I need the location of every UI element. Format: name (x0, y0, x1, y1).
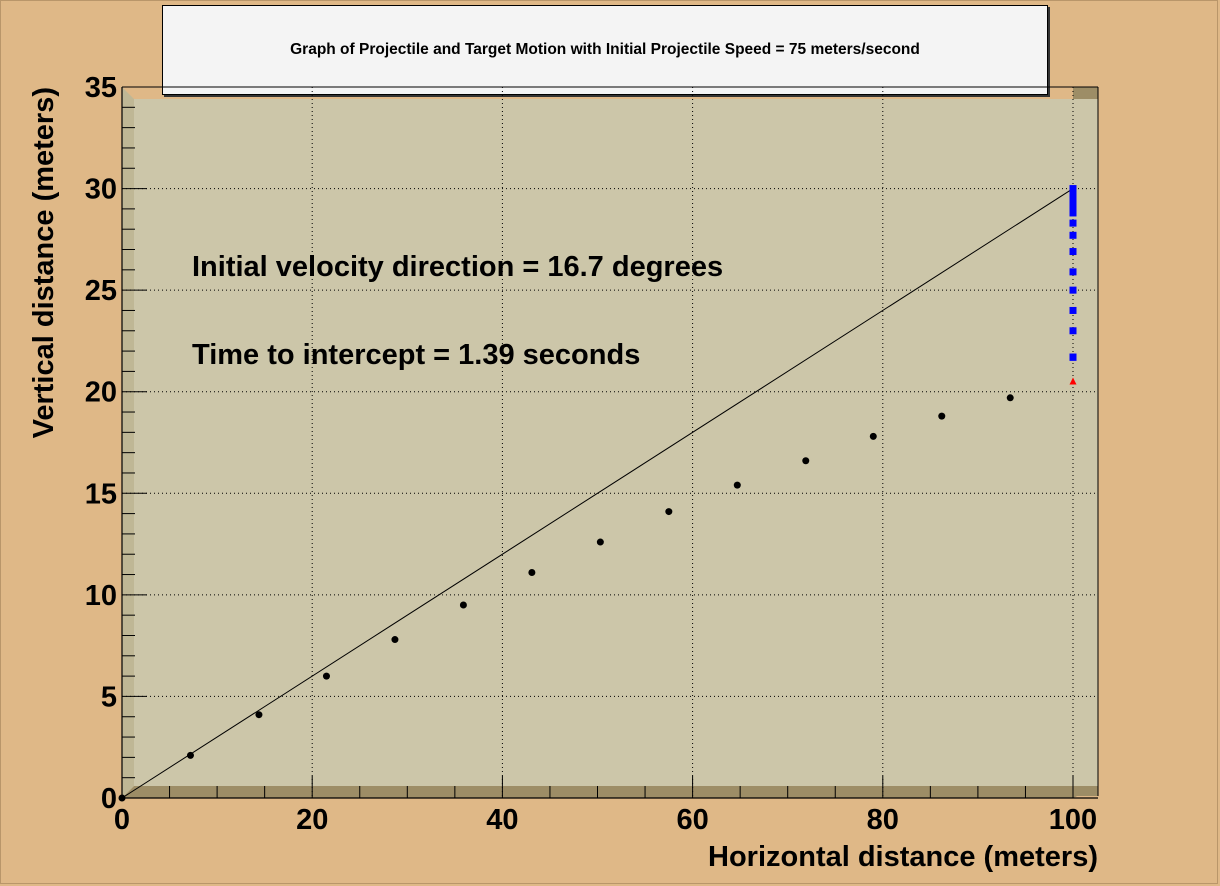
projectile-point (186, 751, 194, 759)
y-tick-label: 10 (85, 580, 117, 612)
x-tick-labels: 0 20 40 60 80 100 (114, 804, 1097, 836)
title-box: Graph of Projectile and Target Motion wi… (162, 5, 1048, 95)
target-point (1069, 306, 1077, 314)
projectile-point (733, 481, 741, 489)
y-tick-label: 25 (85, 275, 117, 307)
tick-marks (121, 86, 1074, 799)
projectile-point (596, 538, 604, 546)
x-tick-label: 0 (114, 804, 130, 836)
y-tick-label: 0 (101, 783, 117, 815)
projectile-point (1006, 394, 1014, 402)
grid (122, 86, 1098, 798)
target-point (1069, 203, 1077, 211)
target-point (1069, 248, 1077, 256)
projectile-point (802, 457, 810, 465)
target-point (1069, 353, 1077, 361)
target-point (1069, 193, 1077, 201)
x-tick-label: 80 (867, 804, 899, 836)
target-point (1069, 219, 1077, 227)
plot-background (134, 99, 1098, 786)
x-tick-label: 20 (296, 804, 328, 836)
y-tick-label: 5 (101, 681, 117, 713)
projectile-point (255, 711, 263, 719)
y-tick-label: 15 (85, 478, 117, 510)
plot-floor (122, 786, 1098, 798)
chart-title: Graph of Projectile and Target Motion wi… (290, 41, 920, 58)
y-axis-label: Vertical distance (meters) (28, 87, 60, 438)
aim-line (121, 188, 1074, 799)
target-point (1069, 327, 1077, 335)
plot-left-wall (122, 87, 134, 798)
y-tick-label: 20 (85, 377, 117, 409)
intercept-point (1069, 377, 1077, 385)
projectile-point (665, 508, 673, 516)
annotation-intercept-time: Time to intercept = 1.39 seconds (192, 339, 640, 371)
projectile-point (528, 569, 536, 577)
projectile-point (118, 794, 126, 802)
projectile-point (459, 601, 467, 609)
y-tick-label: 35 (85, 72, 117, 104)
target-point (1069, 286, 1077, 294)
projectile-point (322, 672, 330, 680)
y-tick-label: 30 (85, 174, 117, 206)
target-point (1069, 268, 1077, 276)
target-point (1069, 189, 1077, 197)
series-points (118, 185, 1077, 802)
plot-area (122, 86, 1099, 796)
target-point (1069, 231, 1077, 239)
x-axis-label: Horizontal distance (meters) (708, 841, 1098, 873)
x-tick-label: 40 (486, 804, 518, 836)
annotation-velocity-direction: Initial velocity direction = 16.7 degree… (192, 251, 723, 283)
target-point (1069, 209, 1077, 217)
y-tick-labels: 0 5 10 15 20 25 30 35 (85, 72, 117, 815)
projectile-point (869, 432, 877, 440)
x-tick-label: 60 (676, 804, 708, 836)
target-point (1069, 197, 1077, 205)
projectile-point (938, 412, 946, 420)
axes (121, 87, 1098, 799)
series-lines (121, 188, 1074, 799)
projectile-point (391, 636, 399, 644)
x-tick-label: 100 (1049, 804, 1097, 836)
